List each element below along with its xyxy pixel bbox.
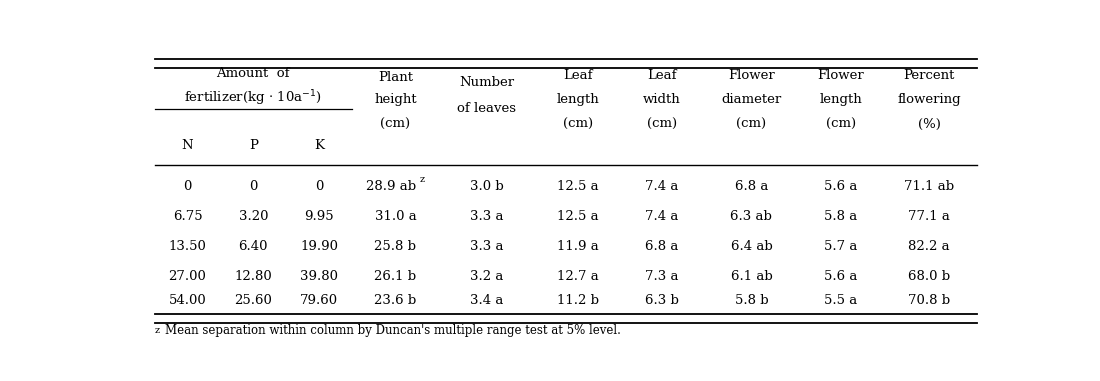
Text: (cm): (cm) [381, 118, 410, 131]
Text: Plant: Plant [378, 72, 412, 85]
Text: 27.00: 27.00 [168, 270, 207, 283]
Text: 5.7 a: 5.7 a [824, 240, 858, 253]
Text: Mean separation within column by Duncan's multiple range test at 5% level.: Mean separation within column by Duncan'… [165, 324, 620, 338]
Text: fertilizer(kg $\cdot$ 10a$^{-1}$): fertilizer(kg $\cdot$ 10a$^{-1}$) [185, 89, 322, 108]
Text: 7.4 a: 7.4 a [646, 180, 679, 193]
Text: 3.4 a: 3.4 a [470, 294, 504, 307]
Text: Number: Number [460, 76, 515, 89]
Text: 70.8 b: 70.8 b [909, 294, 950, 307]
Text: (cm): (cm) [647, 118, 676, 131]
Text: z: z [154, 326, 160, 335]
Text: diameter: diameter [722, 93, 782, 106]
Text: length: length [557, 93, 600, 106]
Text: P: P [249, 139, 257, 152]
Text: 19.90: 19.90 [300, 240, 338, 253]
Text: 3.3 a: 3.3 a [470, 240, 504, 253]
Text: 23.6 b: 23.6 b [374, 294, 417, 307]
Text: 77.1 a: 77.1 a [909, 210, 950, 223]
Text: z: z [419, 175, 425, 184]
Text: Leaf: Leaf [647, 69, 676, 82]
Text: 39.80: 39.80 [300, 270, 338, 283]
Text: Flower: Flower [817, 69, 865, 82]
Text: Leaf: Leaf [563, 69, 593, 82]
Text: 6.8 a: 6.8 a [646, 240, 679, 253]
Text: 5.5 a: 5.5 a [824, 294, 858, 307]
Text: 12.5 a: 12.5 a [558, 210, 600, 223]
Text: 25.60: 25.60 [234, 294, 272, 307]
Text: width: width [644, 93, 681, 106]
Text: 11.9 a: 11.9 a [558, 240, 600, 253]
Text: 31.0 a: 31.0 a [374, 210, 416, 223]
Text: 6.4 ab: 6.4 ab [730, 240, 772, 253]
Text: 5.8 b: 5.8 b [735, 294, 768, 307]
Text: 6.3 ab: 6.3 ab [730, 210, 772, 223]
Text: 12.7 a: 12.7 a [558, 270, 600, 283]
Text: 12.80: 12.80 [234, 270, 272, 283]
Text: 71.1 ab: 71.1 ab [904, 180, 955, 193]
Text: 26.1 b: 26.1 b [374, 270, 417, 283]
Text: 3.3 a: 3.3 a [470, 210, 504, 223]
Text: 6.3 b: 6.3 b [645, 294, 679, 307]
Text: 6.8 a: 6.8 a [735, 180, 768, 193]
Text: 7.3 a: 7.3 a [645, 270, 679, 283]
Text: Amount  of: Amount of [217, 67, 290, 80]
Text: N: N [182, 139, 194, 152]
Text: 12.5 a: 12.5 a [558, 180, 600, 193]
Text: 7.4 a: 7.4 a [646, 210, 679, 223]
Text: 6.1 ab: 6.1 ab [730, 270, 772, 283]
Text: 6.75: 6.75 [173, 210, 202, 223]
Text: 28.9 ab: 28.9 ab [366, 180, 416, 193]
Text: Flower: Flower [728, 69, 774, 82]
Text: 54.00: 54.00 [168, 294, 207, 307]
Text: 13.50: 13.50 [168, 240, 207, 253]
Text: 0: 0 [249, 180, 257, 193]
Text: of leaves: of leaves [458, 102, 516, 115]
Text: 25.8 b: 25.8 b [374, 240, 417, 253]
Text: 11.2 b: 11.2 b [558, 294, 600, 307]
Text: (%): (%) [917, 118, 940, 131]
Text: K: K [315, 139, 324, 152]
Text: (cm): (cm) [563, 118, 593, 131]
Text: 3.0 b: 3.0 b [470, 180, 504, 193]
Text: 0: 0 [184, 180, 191, 193]
Text: 9.95: 9.95 [305, 210, 334, 223]
Text: flowering: flowering [898, 93, 961, 106]
Text: (cm): (cm) [826, 118, 856, 131]
Text: 5.8 a: 5.8 a [824, 210, 858, 223]
Text: height: height [374, 93, 417, 107]
Text: 5.6 a: 5.6 a [824, 270, 858, 283]
Text: 0: 0 [315, 180, 323, 193]
Text: 5.6 a: 5.6 a [824, 180, 858, 193]
Text: 82.2 a: 82.2 a [909, 240, 950, 253]
Text: length: length [820, 93, 862, 106]
Text: 3.2 a: 3.2 a [470, 270, 504, 283]
Text: Percent: Percent [903, 69, 955, 82]
Text: 3.20: 3.20 [239, 210, 268, 223]
Text: 68.0 b: 68.0 b [909, 270, 950, 283]
Text: 79.60: 79.60 [300, 294, 338, 307]
Text: 6.40: 6.40 [239, 240, 268, 253]
Text: (cm): (cm) [736, 118, 767, 131]
